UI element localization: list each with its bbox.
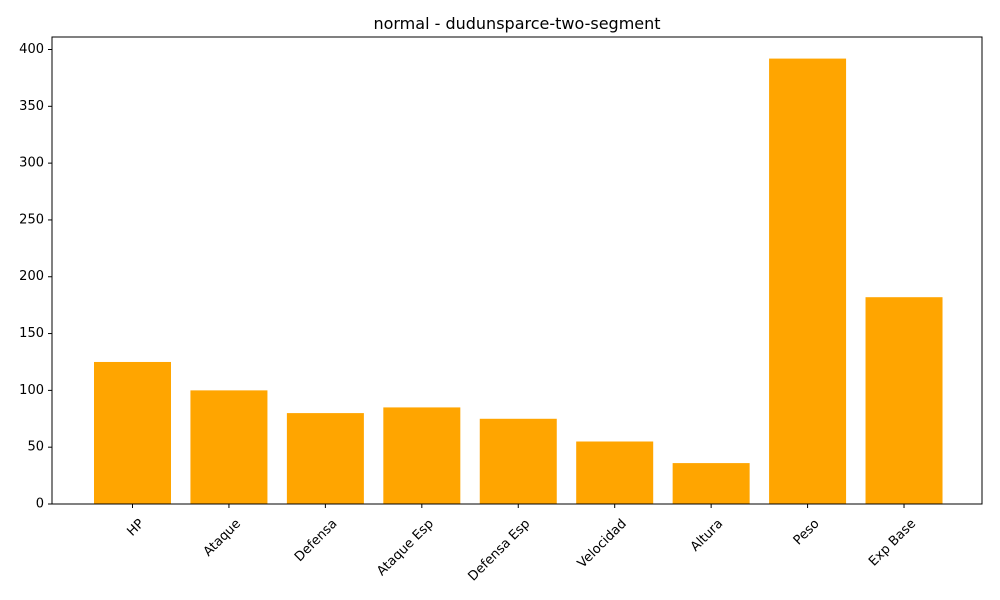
bar-defensa bbox=[286, 413, 364, 504]
y-tick-label: 300 bbox=[19, 156, 44, 171]
bar-defensa-esp bbox=[479, 418, 557, 504]
x-tick-label: Altura bbox=[688, 516, 726, 554]
y-tick-label: 200 bbox=[19, 269, 44, 284]
bars-group bbox=[94, 58, 943, 504]
x-axis: HP Ataque Defensa Ataque Esp Defensa Esp Velo… bbox=[124, 504, 919, 584]
x-tick-label: Defensa bbox=[292, 516, 340, 564]
y-tick-label: 0 bbox=[36, 497, 44, 512]
plot-frame bbox=[51, 36, 983, 505]
bar-hp bbox=[94, 361, 171, 504]
chart-title: normal - dudunsparce-two-segment bbox=[373, 14, 660, 33]
y-tick-label: 250 bbox=[19, 212, 44, 227]
y-tick-label: 50 bbox=[27, 440, 44, 455]
y-tick-label: 350 bbox=[19, 99, 44, 114]
y-tick-label: 150 bbox=[19, 326, 44, 341]
bar-altura bbox=[672, 463, 750, 504]
bar-peso bbox=[769, 58, 847, 504]
y-tick-label: 100 bbox=[19, 383, 44, 398]
bar-ataque bbox=[190, 390, 268, 504]
x-tick-label: Velocidad bbox=[575, 516, 630, 571]
x-tick-label: Exp Base bbox=[866, 516, 919, 569]
x-tick-label: Peso bbox=[791, 516, 823, 548]
y-tick-label: 400 bbox=[19, 42, 44, 57]
x-tick-label: Ataque Esp bbox=[374, 516, 437, 579]
bar-ataque-esp bbox=[383, 407, 461, 504]
bar-exp-base bbox=[865, 297, 943, 504]
y-axis: 0 50 100 150 200 250 300 350 400 bbox=[19, 42, 52, 512]
x-tick-label: Ataque bbox=[201, 516, 244, 559]
x-tick-label: HP bbox=[124, 516, 147, 539]
bar-velocidad bbox=[576, 441, 654, 504]
x-tick-label: Defensa Esp bbox=[465, 516, 533, 584]
